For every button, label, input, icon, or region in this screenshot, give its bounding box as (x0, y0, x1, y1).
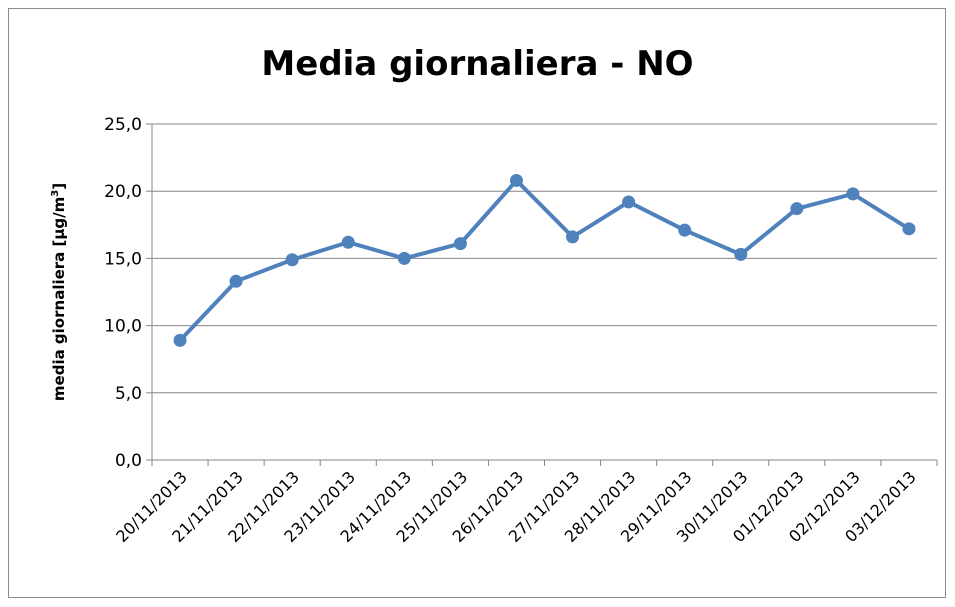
chart-frame (8, 8, 946, 598)
data-point (173, 333, 187, 347)
data-point (341, 235, 355, 249)
y-tick-label: 10,0 (104, 317, 142, 337)
data-point (678, 223, 692, 237)
data-point (285, 253, 299, 267)
data-point (397, 251, 411, 265)
data-point (734, 247, 748, 261)
data-point (229, 274, 243, 288)
data-point (509, 173, 523, 187)
data-point (622, 195, 636, 209)
series-line (178, 178, 911, 342)
y-tick-label: 25,0 (104, 115, 142, 135)
data-point (566, 230, 580, 244)
y-tick-label: 20,0 (104, 182, 142, 202)
y-tick-label: 5,0 (115, 384, 142, 404)
data-point (846, 187, 860, 201)
data-point (453, 237, 467, 251)
y-tick-label: 0,0 (115, 451, 142, 471)
y-tick-label: 15,0 (104, 249, 142, 269)
data-point (790, 202, 804, 216)
chart-title: Media giornaliera - NO (261, 44, 694, 84)
y-axis-label: media giornaliera [µg/m3] (50, 183, 68, 401)
data-point (902, 222, 916, 236)
